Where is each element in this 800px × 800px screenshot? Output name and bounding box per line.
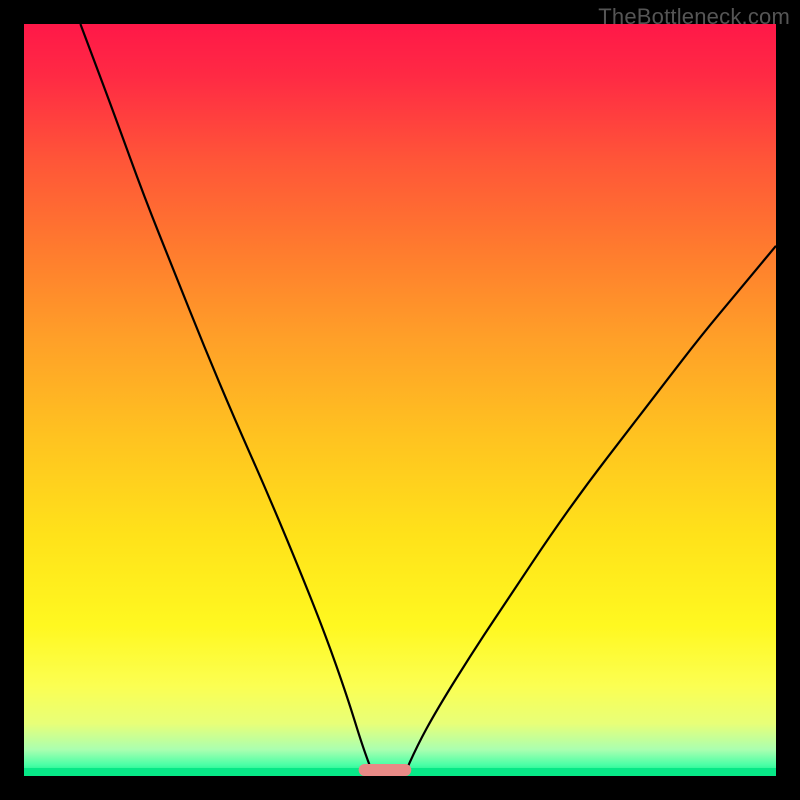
bottleneck-chart [0, 0, 800, 800]
trough-marker [359, 764, 412, 776]
chart-background [24, 24, 776, 776]
watermark-text: TheBottleneck.com [598, 4, 790, 30]
chart-container: { "watermark": { "text": "TheBottleneck.… [0, 0, 800, 800]
